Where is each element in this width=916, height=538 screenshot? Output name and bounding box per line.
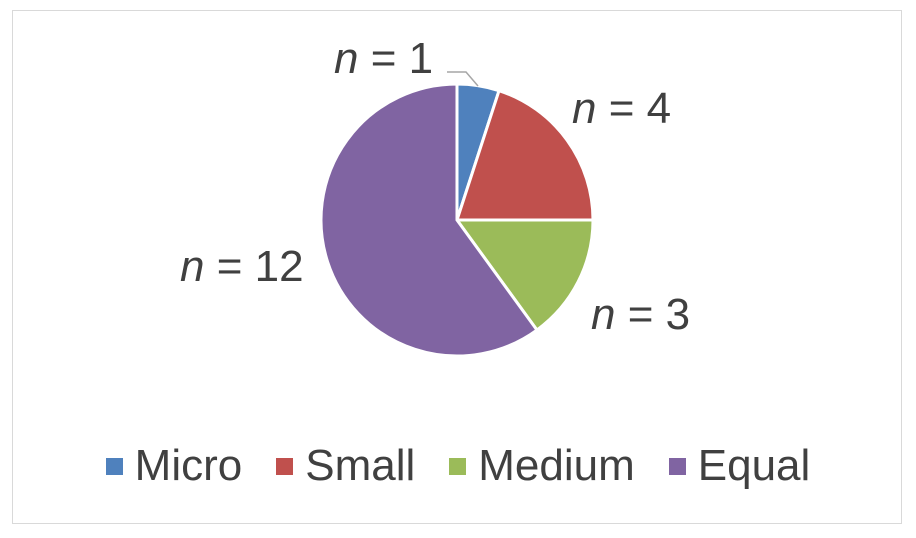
legend-swatch-small [276,457,294,475]
legend-label-equal: Equal [697,441,811,490]
legend-swatch-medium [449,457,467,475]
legend-item-equal: Equal [668,441,811,490]
pie-slices [319,82,595,358]
legend-swatch-equal [668,457,686,475]
data-label-small: n = 4 [572,84,671,133]
legend-label-small: Small [305,441,416,490]
pie-slice-medium [454,218,595,333]
leader-line-micro [447,71,479,87]
data-label-micro: n = 1 [334,34,433,83]
pie-slice-equal [319,82,540,358]
legend: Micro Small Medium Equal [0,438,916,494]
data-label-medium: n = 3 [591,290,690,339]
pie-slice-small [454,88,595,222]
legend-item-medium: Medium [449,444,635,488]
legend-label-micro: Micro [134,441,243,490]
legend-swatch-micro [105,457,123,475]
legend-item-micro: Micro [105,441,243,490]
legend-item-small: Small [276,444,415,488]
data-label-equal: n = 12 [180,242,304,291]
legend-label-medium: Medium [478,441,635,490]
